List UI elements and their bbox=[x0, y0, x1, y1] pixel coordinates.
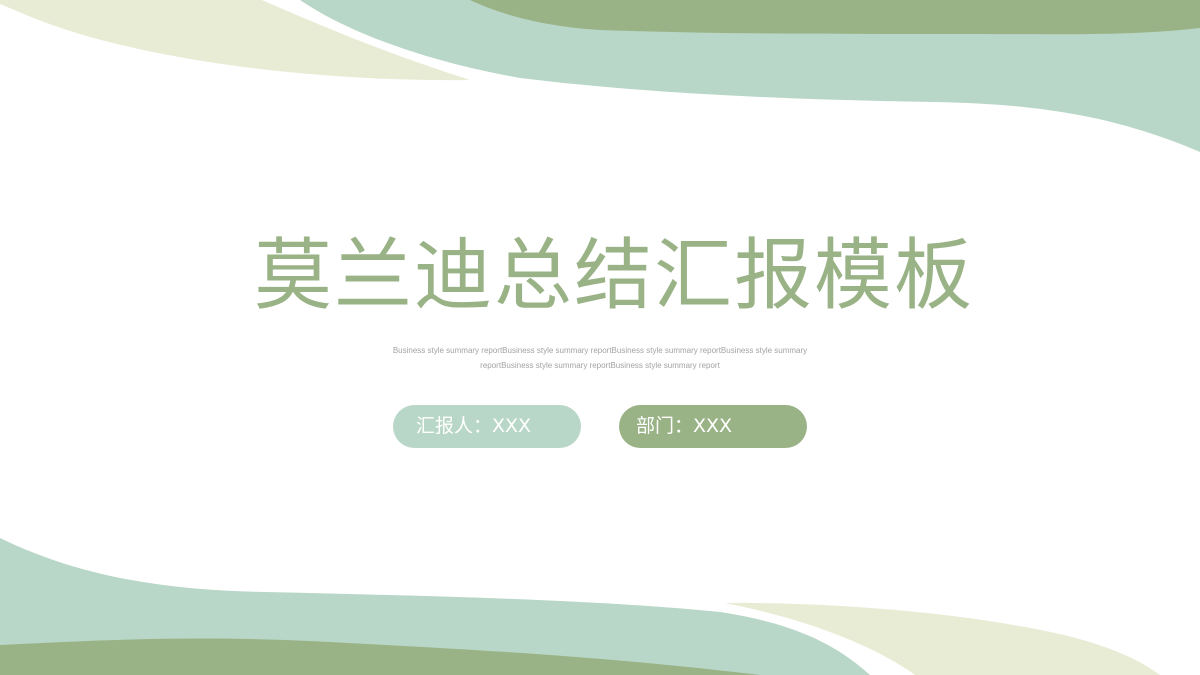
top-mint-wave bbox=[300, 0, 1200, 152]
top-cream-wave bbox=[0, 0, 470, 81]
top-olive-wave bbox=[470, 0, 1200, 35]
slide-title: 莫兰迪总结汇报模板 bbox=[253, 231, 974, 321]
department-label: 部门：XXX bbox=[636, 415, 733, 437]
reporter-label: 汇报人：XXX bbox=[416, 415, 532, 437]
reporter-badge: 汇报人：XXX bbox=[393, 405, 581, 448]
bottom-cream-wave bbox=[725, 602, 1160, 675]
department-badge: 部门：XXX bbox=[619, 405, 807, 448]
bottom-olive-wave bbox=[0, 638, 760, 675]
slide-subtitle: Business style summary reportBusiness st… bbox=[392, 346, 808, 370]
